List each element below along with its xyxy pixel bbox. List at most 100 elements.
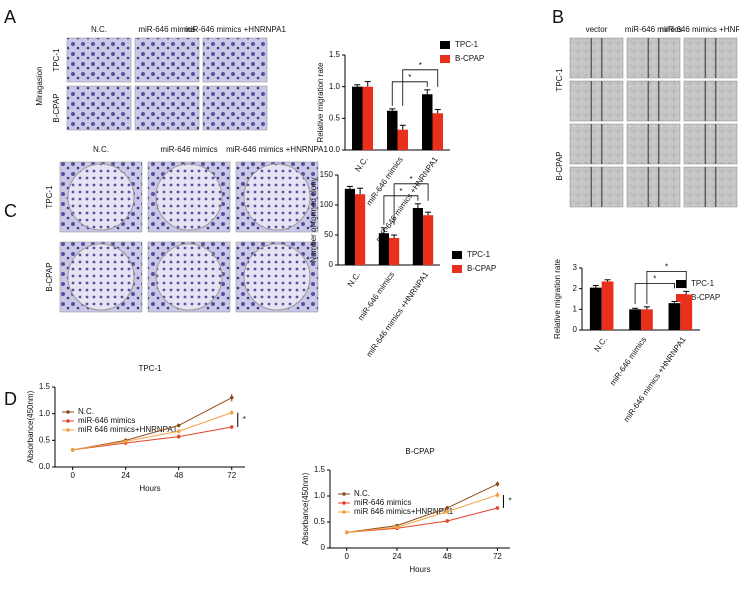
series-line xyxy=(346,483,498,533)
column-label: N.C. xyxy=(93,145,109,154)
legend-swatch xyxy=(440,41,450,49)
x-tick-label: N.C. xyxy=(592,335,609,353)
micrograph xyxy=(134,85,200,131)
micrograph xyxy=(569,37,624,79)
bar xyxy=(362,86,373,150)
y-tick-label: 1 xyxy=(573,304,578,313)
column-label: miR-646 mimics +HNRNPA1 xyxy=(226,145,328,154)
y-tick-label: 0 xyxy=(329,260,334,269)
significance-bracket xyxy=(634,282,675,304)
legend-marker xyxy=(342,510,346,514)
plate xyxy=(155,163,223,231)
y-tick-label: 50 xyxy=(324,230,333,239)
bar xyxy=(601,281,614,330)
legend-label: TPC-1 xyxy=(455,40,479,49)
y-tick-label: 150 xyxy=(320,170,334,179)
x-tick-label: 24 xyxy=(121,471,130,480)
legend-label: miR-646 mimics xyxy=(354,498,411,507)
legend-swatch xyxy=(440,55,450,63)
row-label: TPC-1 xyxy=(52,48,61,72)
column-label: miR-646 mimics xyxy=(138,25,195,34)
significance-mark: * xyxy=(399,187,402,196)
series-line xyxy=(72,426,232,451)
chart-title: TPC-1 xyxy=(138,364,162,373)
significance-bracket xyxy=(646,270,687,304)
x-tick-label: 72 xyxy=(493,552,502,561)
y-tick-label: 0.5 xyxy=(329,113,341,122)
significance-bracket xyxy=(383,195,419,225)
panel-letter: A xyxy=(4,7,16,27)
y-tick-label: 1.5 xyxy=(39,382,51,391)
significance-mark: * xyxy=(653,274,656,283)
y-tick-label: 2 xyxy=(573,284,578,293)
series-line xyxy=(346,507,498,533)
legend-marker xyxy=(66,419,70,423)
micrograph xyxy=(66,85,132,131)
side-label: Miragasion xyxy=(35,66,44,105)
micrograph xyxy=(683,166,738,208)
bar xyxy=(668,303,681,330)
legend-swatch xyxy=(452,265,462,273)
y-tick-label: 0 xyxy=(573,325,578,334)
x-tick-label: N.C. xyxy=(346,270,363,288)
x-axis-label: Hours xyxy=(409,565,430,574)
panel-letter: D xyxy=(4,389,17,409)
micrograph xyxy=(569,166,624,208)
y-axis-label: Absorbance(450nm) xyxy=(301,472,310,545)
plate xyxy=(67,243,135,311)
series-line xyxy=(72,397,232,451)
column-label: miR-646 mimics +HNRNPA1 xyxy=(184,25,286,34)
legend-marker xyxy=(66,428,70,432)
significance-mark: * xyxy=(665,262,668,271)
row-label: TPC-1 xyxy=(45,185,54,209)
y-axis-label: Relative migration rate xyxy=(316,62,325,143)
x-tick-label: miR-646 mimics +HNRNPA1 xyxy=(365,270,431,359)
y-axis-label: Number of formed clony xyxy=(309,177,318,262)
x-tick-label: 0 xyxy=(345,552,350,561)
y-axis-label: Relative migration rate xyxy=(553,258,562,339)
legend-label: N.C. xyxy=(354,489,370,498)
legend-label: miR 646 mimics+HNRNPA1 xyxy=(354,507,454,516)
micrograph xyxy=(626,166,681,208)
micrograph xyxy=(626,37,681,79)
x-tick-label: miR-646 mimics xyxy=(356,270,396,322)
legend-label: TPC-1 xyxy=(467,250,491,259)
x-tick-label: 24 xyxy=(393,552,402,561)
y-tick-label: 1.0 xyxy=(39,409,51,418)
legend-label: B-CPAP xyxy=(455,54,484,63)
x-tick-label: 72 xyxy=(227,471,236,480)
y-tick-label: 3 xyxy=(573,263,578,272)
bar xyxy=(355,194,366,265)
y-tick-label: 0 xyxy=(321,543,326,552)
legend-swatch xyxy=(676,280,686,288)
x-tick-label: miR-646 mimics xyxy=(608,335,648,387)
plate xyxy=(155,243,223,311)
bar xyxy=(387,110,398,150)
x-tick-label: 48 xyxy=(443,552,452,561)
significance-mark: * xyxy=(419,61,422,70)
x-tick-label: N.C. xyxy=(353,155,370,173)
significance-mark: * xyxy=(508,497,511,506)
bar xyxy=(422,94,433,150)
micrograph xyxy=(66,37,132,83)
panel-letter: B xyxy=(552,7,564,27)
y-tick-label: 1.5 xyxy=(329,50,341,59)
micrograph xyxy=(683,123,738,165)
x-axis-label: Hours xyxy=(139,484,160,493)
column-label: miR-646 mimics xyxy=(625,25,682,34)
micrograph xyxy=(134,37,200,83)
bar xyxy=(352,86,363,150)
legend-swatch xyxy=(452,251,462,259)
micrograph xyxy=(569,123,624,165)
bar xyxy=(680,294,693,330)
bar xyxy=(389,238,400,265)
series-line xyxy=(346,494,498,533)
x-tick-label: miR-646 mimics xyxy=(365,155,405,207)
bar xyxy=(641,309,653,330)
y-tick-label: 0.0 xyxy=(329,145,341,154)
bar xyxy=(432,113,443,150)
micrograph xyxy=(683,37,738,79)
column-label: miR-646 mimics xyxy=(160,145,217,154)
series-line xyxy=(72,412,232,451)
